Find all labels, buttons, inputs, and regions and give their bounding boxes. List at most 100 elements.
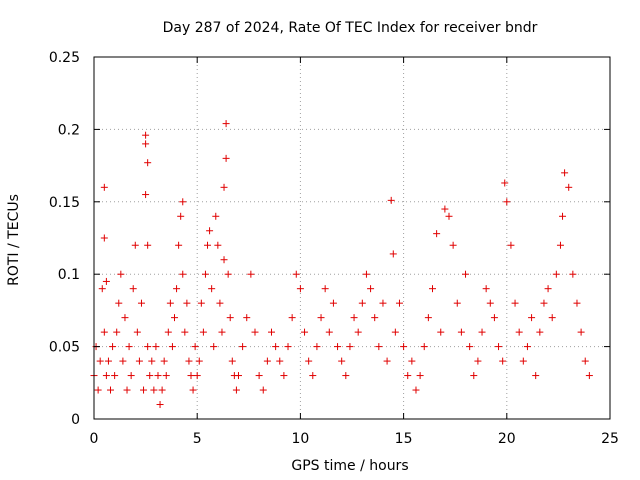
- data-point: [544, 285, 552, 293]
- data-point: [445, 212, 453, 220]
- data-point: [482, 285, 490, 293]
- data-point: [94, 386, 102, 394]
- data-point: [142, 191, 150, 199]
- x-axis-label: GPS time / hours: [291, 458, 408, 474]
- data-point: [313, 343, 321, 351]
- data-point: [317, 314, 325, 322]
- data-point: [540, 299, 548, 307]
- data-point: [115, 299, 123, 307]
- data-point: [100, 328, 108, 336]
- data-point: [478, 328, 486, 336]
- data-point: [457, 328, 465, 336]
- data-point: [519, 357, 527, 365]
- data-point: [123, 386, 131, 394]
- data-point: [154, 372, 162, 380]
- data-point: [177, 212, 185, 220]
- data-point: [129, 285, 137, 293]
- data-point: [164, 328, 172, 336]
- data-point: [144, 343, 152, 351]
- data-point: [117, 270, 125, 278]
- data-point: [453, 299, 461, 307]
- data-point: [559, 212, 567, 220]
- data-point: [507, 241, 515, 249]
- data-point: [552, 270, 560, 278]
- data-point: [272, 343, 280, 351]
- data-point: [197, 299, 205, 307]
- data-point: [416, 372, 424, 380]
- data-point: [573, 299, 581, 307]
- data-point: [441, 205, 449, 213]
- data-point: [354, 328, 362, 336]
- data-point: [358, 299, 366, 307]
- x-tick-label: 5: [193, 431, 202, 447]
- data-point: [569, 270, 577, 278]
- data-point: [102, 277, 110, 285]
- data-point: [100, 234, 108, 242]
- data-point: [511, 299, 519, 307]
- data-point: [383, 357, 391, 365]
- data-point: [350, 314, 358, 322]
- data-point: [292, 270, 300, 278]
- data-point: [243, 314, 251, 322]
- data-point: [556, 241, 564, 249]
- data-point: [239, 343, 247, 351]
- data-point: [577, 328, 585, 336]
- data-point: [503, 198, 511, 206]
- data-point: [125, 343, 133, 351]
- data-point: [208, 285, 216, 293]
- data-point: [162, 372, 170, 380]
- data-point: [111, 372, 119, 380]
- data-point: [449, 241, 457, 249]
- data-point: [107, 386, 115, 394]
- data-point: [144, 241, 152, 249]
- data-point: [152, 343, 160, 351]
- data-point: [187, 372, 195, 380]
- data-point: [247, 270, 255, 278]
- y-axis-label: ROTI / TECUs: [6, 194, 22, 286]
- data-point: [276, 357, 284, 365]
- data-point: [585, 372, 593, 380]
- data-point: [140, 386, 148, 394]
- data-point: [395, 299, 403, 307]
- data-point: [404, 372, 412, 380]
- data-point: [495, 343, 503, 351]
- y-tick-label: 0: [71, 412, 80, 428]
- data-point: [98, 285, 106, 293]
- data-point: [226, 314, 234, 322]
- data-point: [185, 357, 193, 365]
- data-point: [391, 328, 399, 336]
- data-point: [156, 401, 164, 409]
- data-point: [181, 328, 189, 336]
- x-tick-label: 25: [601, 431, 619, 447]
- y-tick-label: 0.25: [49, 50, 80, 66]
- data-point: [220, 183, 228, 191]
- data-point: [104, 357, 112, 365]
- data-point: [288, 314, 296, 322]
- data-point: [142, 131, 150, 139]
- data-point: [96, 357, 104, 365]
- data-point: [581, 357, 589, 365]
- data-point: [387, 196, 395, 204]
- data-point: [309, 372, 317, 380]
- data-point: [565, 183, 573, 191]
- data-point: [466, 343, 474, 351]
- data-point: [131, 241, 139, 249]
- data-point: [263, 357, 271, 365]
- data-point: [234, 372, 242, 380]
- data-point: [280, 372, 288, 380]
- plot-frame: [93, 56, 611, 420]
- data-point: [420, 343, 428, 351]
- data-point: [284, 343, 292, 351]
- data-point: [362, 270, 370, 278]
- data-point: [490, 314, 498, 322]
- data-point: [201, 270, 209, 278]
- data-point: [137, 299, 145, 307]
- data-point: [251, 328, 259, 336]
- data-point: [179, 198, 187, 206]
- data-point: [232, 386, 240, 394]
- data-point: [268, 328, 276, 336]
- data-point: [193, 372, 201, 380]
- x-tick-label: 20: [498, 431, 516, 447]
- data-point: [127, 372, 135, 380]
